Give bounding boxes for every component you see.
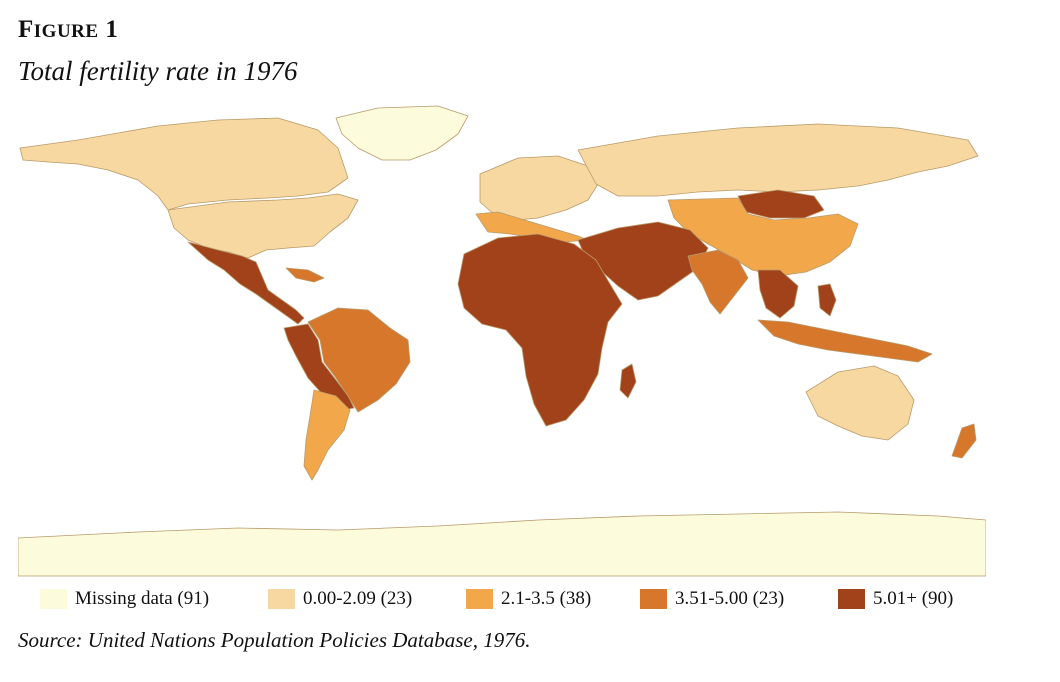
region-brazil bbox=[307, 307, 411, 413]
region-north-america-north bbox=[19, 117, 349, 211]
region-mongolia bbox=[737, 189, 825, 219]
world-map bbox=[18, 105, 986, 577]
legend-item-2-3: 2.1-3.5 (38) bbox=[466, 586, 591, 612]
legend-label: 3.51-5.00 (23) bbox=[675, 588, 785, 609]
region-greenland bbox=[335, 105, 469, 161]
region-caribbean bbox=[285, 267, 325, 283]
region-china bbox=[667, 197, 859, 277]
legend-swatch bbox=[268, 589, 295, 609]
region-europe bbox=[479, 155, 599, 221]
figure-label: FIGURE 1 bbox=[18, 16, 119, 43]
legend-label: Missing data (91) bbox=[75, 588, 210, 609]
region-new-zealand bbox=[951, 423, 977, 459]
region-australia bbox=[805, 365, 915, 441]
legend: Missing data (91) 0.00-2.09 (23) 2.1-3.5… bbox=[40, 586, 980, 612]
region-indonesia bbox=[757, 319, 933, 363]
region-southeast-asia bbox=[757, 269, 799, 319]
region-madagascar bbox=[619, 363, 637, 399]
region-africa bbox=[457, 233, 623, 427]
legend-label: 2.1-3.5 (38) bbox=[501, 588, 592, 609]
legend-item-0-2: 0.00-2.09 (23) bbox=[268, 586, 412, 612]
figure-title: Total fertility rate in 1976 bbox=[18, 56, 298, 86]
legend-label: 5.01+ (90) bbox=[873, 588, 954, 609]
region-philippines bbox=[817, 283, 837, 317]
legend-item-3-5: 3.51-5.00 (23) bbox=[640, 586, 784, 612]
legend-swatch bbox=[838, 589, 865, 609]
legend-swatch bbox=[640, 589, 667, 609]
region-india bbox=[687, 249, 749, 315]
legend-label: 0.00-2.09 (23) bbox=[303, 588, 413, 609]
legend-item-missing: Missing data (91) bbox=[40, 586, 209, 612]
region-south-america-west bbox=[283, 323, 355, 411]
region-russia bbox=[577, 123, 979, 197]
legend-item-5-plus: 5.01+ (90) bbox=[838, 586, 953, 612]
legend-swatch bbox=[40, 589, 67, 609]
region-mexico-central-america bbox=[187, 241, 305, 325]
region-southern-europe bbox=[475, 211, 589, 243]
region-antarctica bbox=[18, 511, 986, 577]
legend-swatch bbox=[466, 589, 493, 609]
region-southern-cone bbox=[303, 389, 351, 481]
source-note: Source: United Nations Population Polici… bbox=[18, 628, 531, 652]
